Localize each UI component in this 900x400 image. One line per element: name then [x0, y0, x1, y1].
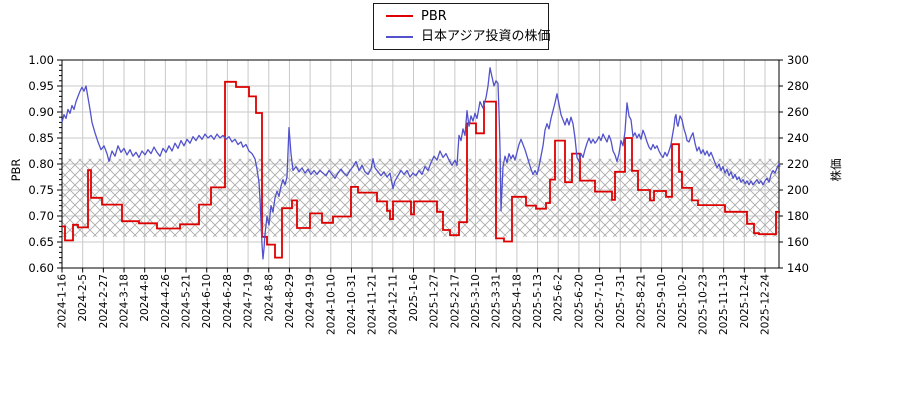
right-y-tick-label: 160 — [787, 235, 809, 249]
x-tick-label: 2025-6-20 — [573, 274, 585, 328]
right-y-tick-label: 240 — [787, 131, 809, 145]
pbr-line-swatch — [386, 15, 413, 18]
right-y-tick-label: 260 — [787, 105, 809, 119]
x-tick-label: 2024-5-21 — [181, 274, 193, 328]
left-y-tick-label: 0.70 — [28, 209, 54, 223]
x-tick-label: 2024-11-21 — [367, 274, 379, 335]
right-y-tick-label: 280 — [787, 79, 809, 93]
left-y-tick-label: 0.95 — [28, 79, 54, 93]
right-y-tick-label: 220 — [787, 157, 809, 171]
left-y-tick-label: 0.80 — [28, 157, 54, 171]
x-tick-label: 2024-7-19 — [243, 274, 255, 328]
left-y-tick-label: 1.00 — [28, 53, 54, 67]
legend: PBR 日本アジア投資の株価 — [373, 3, 551, 50]
right-y-tick-label: 140 — [787, 261, 809, 275]
x-tick-label: 2024-8-8 — [263, 274, 275, 322]
x-tick-label: 2024-9-19 — [305, 274, 317, 328]
pbr-series-line — [62, 80, 780, 259]
x-tick-label: 2025-3-31 — [491, 274, 503, 328]
x-tick-label: 2025-8-21 — [635, 274, 647, 328]
x-tick-label: 2025-1-6 — [408, 274, 420, 322]
x-tick-label: 2025-7-31 — [615, 274, 627, 328]
x-tick-label: 2025-12-24 — [760, 274, 772, 335]
right-y-tick-label: 180 — [787, 209, 809, 223]
x-tick-label: 2025-10-23 — [697, 274, 709, 335]
x-tick-label: 2025-6-2 — [553, 274, 565, 322]
x-tick-label: 2025-2-17 — [449, 274, 461, 328]
x-tick-label: 2025-9-10 — [656, 274, 668, 328]
x-tick-label: 2025-7-10 — [594, 274, 606, 328]
x-tick-label: 2025-12-4 — [739, 274, 751, 329]
stock-line-swatch — [386, 35, 413, 38]
x-tick-label: 2024-2-5 — [77, 274, 89, 322]
tick-marks — [57, 59, 783, 273]
x-tick-label: 2025-4-18 — [511, 274, 523, 328]
x-tick-label: 2024-2-27 — [98, 274, 110, 328]
legend-label-stock: 日本アジア投資の株価 — [421, 29, 551, 45]
left-axis-title: PBR — [9, 158, 23, 182]
x-tick-label: 2025-1-27 — [429, 274, 441, 328]
x-tick-label: 2025-3-10 — [470, 274, 482, 328]
x-tick-label: 2024-3-18 — [119, 274, 131, 328]
x-tick-label: 2025-10-2 — [677, 274, 689, 328]
left-y-tick-label: 0.90 — [28, 105, 54, 119]
x-tick-label: 2024-6-10 — [201, 274, 213, 328]
x-tick-label: 2024-12-11 — [387, 274, 399, 335]
right-y-tick-label: 300 — [787, 53, 809, 67]
legend-item-pbr: PBR — [374, 6, 548, 26]
legend-item-stock: 日本アジア投資の株価 — [374, 27, 551, 47]
x-tick-label: 2024-4-26 — [160, 274, 172, 329]
right-axis-title: 株価 — [829, 158, 843, 182]
x-tick-label: 2024-4-8 — [139, 274, 151, 322]
left-y-tick-label: 0.60 — [28, 261, 54, 275]
x-tick-label: 2024-6-28 — [222, 274, 234, 328]
x-tick-label: 2025-5-13 — [532, 274, 544, 328]
stock-series-line — [61, 67, 781, 260]
legend-label-pbr: PBR — [421, 8, 447, 24]
left-y-tick-label: 0.75 — [28, 183, 54, 197]
x-tick-label: 2025-11-13 — [718, 274, 730, 335]
x-tick-label: 2024-8-29 — [284, 274, 296, 328]
x-tick-label: 2024-1-16 — [57, 274, 69, 329]
left-y-tick-label: 0.65 — [28, 235, 54, 249]
right-y-tick-label: 200 — [787, 183, 809, 197]
x-tick-label: 2024-10-31 — [346, 274, 358, 335]
x-tick-label: 2024-10-10 — [325, 274, 337, 335]
left-y-tick-label: 0.85 — [28, 131, 54, 145]
